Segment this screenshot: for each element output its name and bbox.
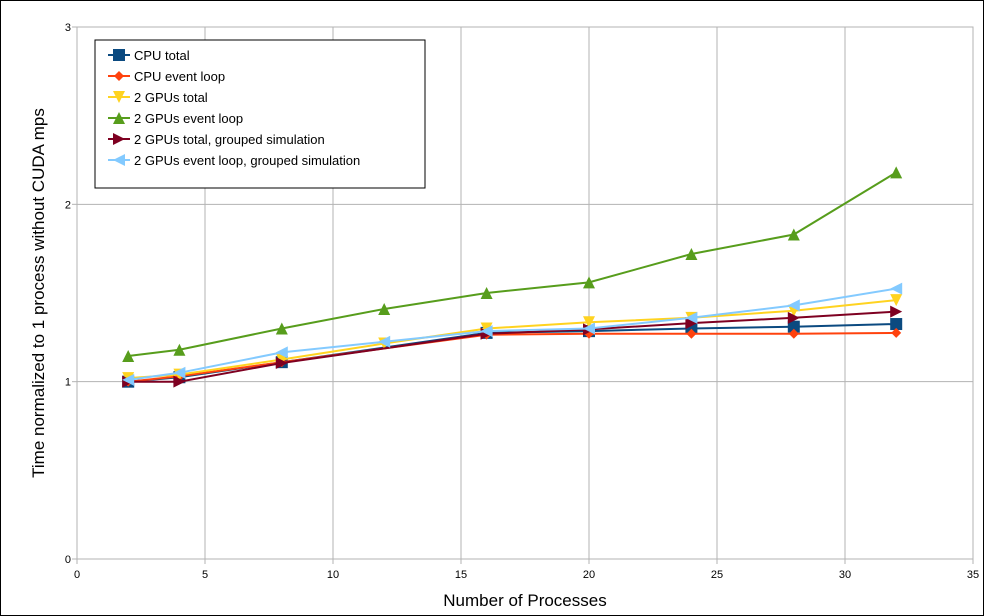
- legend-marker: [113, 154, 125, 166]
- series-line: [128, 331, 897, 383]
- legend-marker: [113, 112, 125, 124]
- x-tick-label: 35: [967, 569, 979, 581]
- data-point-marker: [685, 311, 698, 324]
- data-point-marker: [275, 322, 288, 335]
- series-cpu-total: [122, 318, 903, 388]
- data-point-marker: [890, 318, 903, 331]
- data-point-marker: [122, 349, 135, 362]
- y-axis-title: Time normalized to 1 process without CUD…: [29, 108, 48, 478]
- x-tick-label: 0: [74, 569, 80, 581]
- data-point-marker: [787, 320, 800, 333]
- data-point-marker: [275, 346, 288, 359]
- data-point-marker: [583, 322, 595, 335]
- data-point-marker: [378, 302, 391, 315]
- legend-marker: [113, 91, 125, 103]
- series-2-gpus-total-grouped-simulation: [122, 305, 903, 388]
- data-point-marker: [583, 276, 595, 289]
- legend-marker: [113, 133, 125, 145]
- data-point-marker: [685, 317, 698, 330]
- series-2-gpus-event-loop-grouped-simulation: [122, 282, 903, 386]
- data-point-marker: [890, 294, 903, 307]
- series-line: [128, 310, 897, 383]
- x-tick-label: 15: [455, 569, 467, 581]
- x-tick-label: 20: [583, 569, 595, 581]
- data-point-marker: [787, 299, 800, 312]
- legend-entry: CPU total: [108, 48, 190, 63]
- data-point-marker: [787, 311, 800, 324]
- x-axis-title: Number of Processes: [443, 591, 606, 610]
- legend-label: CPU event loop: [134, 69, 225, 84]
- data-point-marker: [275, 357, 288, 370]
- data-point-marker: [890, 282, 903, 295]
- data-point-marker: [788, 328, 799, 339]
- legend-entry: CPU event loop: [108, 69, 225, 84]
- y-tick-label: 3: [65, 22, 71, 34]
- x-tick-label: 30: [839, 569, 851, 581]
- legend-label: 2 GPUs event loop: [134, 111, 243, 126]
- legend-label: CPU total: [134, 48, 190, 63]
- x-tick-label: 10: [327, 569, 339, 581]
- x-tick-label: 5: [202, 569, 208, 581]
- y-tick-label: 2: [65, 199, 71, 211]
- data-point-marker: [891, 327, 902, 338]
- legend-box: [94, 39, 426, 189]
- legend-entry: 2 GPUs total: [108, 90, 208, 105]
- data-point-marker: [890, 305, 903, 318]
- legend-label: 2 GPUs event loop, grouped simulation: [134, 153, 360, 168]
- data-point-marker: [378, 335, 391, 348]
- data-point-marker: [685, 247, 698, 260]
- plot-area: [76, 26, 974, 560]
- axis-ticks: 0 5 10 15 20 25 30 35 0 1 2 3: [65, 22, 979, 581]
- data-point-marker: [122, 373, 135, 386]
- series-2-gpus-event-loop: [122, 166, 903, 362]
- legend-entry: 2 GPUs event loop: [108, 111, 243, 126]
- data-point-marker: [173, 343, 186, 356]
- legend-label: 2 GPUs total: [134, 90, 208, 105]
- data-point-marker: [173, 375, 186, 388]
- data-point-marker: [787, 228, 800, 241]
- legend-entry: 2 GPUs event loop, grouped simulation: [108, 153, 360, 168]
- legend-label: 2 GPUs total, grouped simulation: [134, 132, 325, 147]
- data-point-marker: [890, 166, 903, 179]
- y-tick-label: 0: [65, 554, 71, 566]
- series-line: [128, 171, 897, 357]
- data-point-marker: [480, 325, 493, 338]
- y-tick-label: 1: [65, 377, 71, 389]
- legend-marker: [113, 49, 125, 61]
- data-point-marker: [173, 366, 186, 379]
- data-point-marker: [686, 328, 697, 339]
- legend-marker: [114, 71, 124, 81]
- data-point-marker: [480, 287, 493, 299]
- x-tick-label: 25: [711, 569, 723, 581]
- legend-entry: 2 GPUs total, grouped simulation: [108, 132, 325, 147]
- series-line: [128, 299, 897, 380]
- legend-items: CPU total CPU event loop 2 GPUs total 2 GPU…: [108, 48, 360, 168]
- series-layer: [122, 166, 903, 388]
- data-point-marker: [583, 316, 595, 329]
- legend: CPU total CPU event loop 2 GPUs total 2 GPU…: [94, 39, 426, 189]
